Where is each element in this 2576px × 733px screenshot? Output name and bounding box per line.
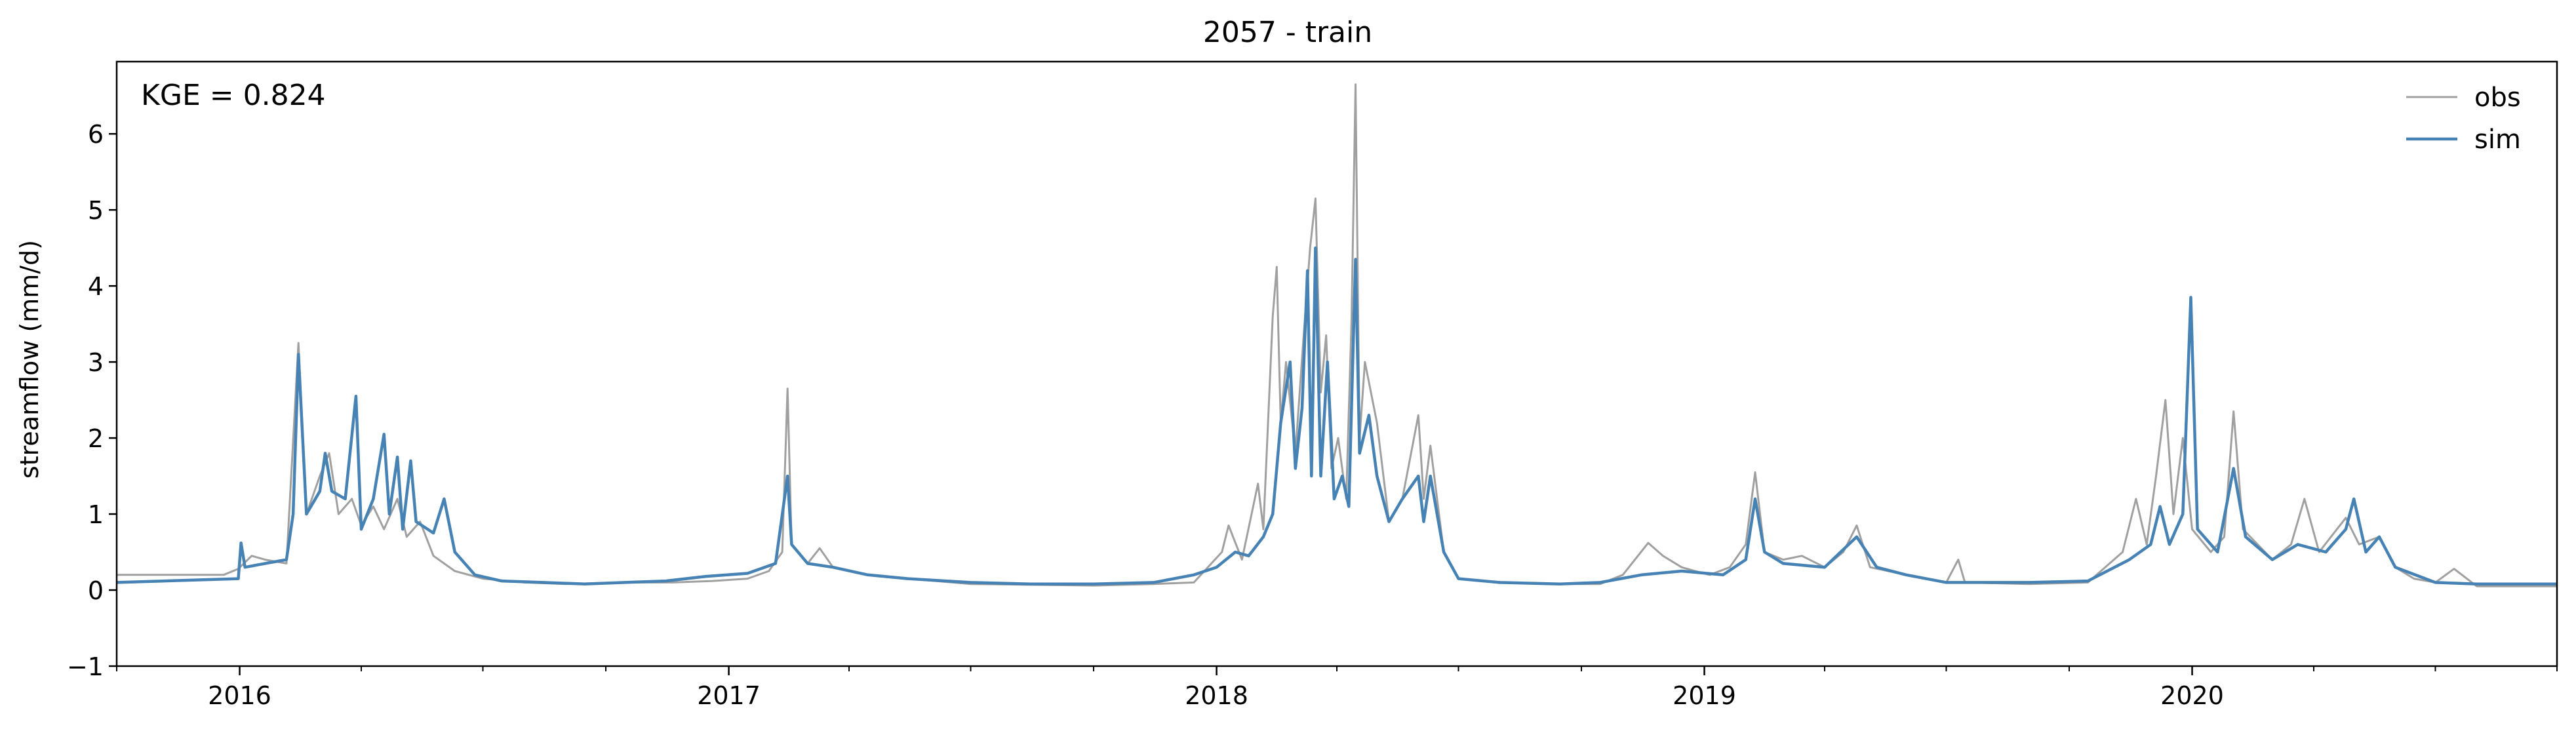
y-tick-label: −1 xyxy=(67,652,104,681)
y-tick-label: 6 xyxy=(88,120,104,149)
series-line-sim xyxy=(117,246,2557,585)
series-line-obs xyxy=(117,83,2557,587)
x-tick-label: 2018 xyxy=(1185,681,1248,710)
plot-area xyxy=(117,83,2557,587)
legend-label-sim: sim xyxy=(2474,125,2521,155)
x-tick-label: 2019 xyxy=(1673,681,1736,710)
plot-frame xyxy=(115,60,2558,667)
y-tick-label: 3 xyxy=(88,348,104,377)
x-tick-label: 2020 xyxy=(2160,681,2224,710)
kge-annotation: KGE = 0.824 xyxy=(141,79,326,112)
y-tick-label: 0 xyxy=(88,576,104,605)
x-tick-label: 2016 xyxy=(208,681,271,710)
x-tick-label: 2017 xyxy=(697,681,761,710)
y-tick-label: 2 xyxy=(88,424,104,453)
legend-label-obs: obs xyxy=(2474,83,2521,113)
legend: obs sim xyxy=(2406,83,2521,155)
y-tick-label: 5 xyxy=(88,196,104,225)
y-tick-label: 1 xyxy=(88,500,104,529)
series-layer xyxy=(117,83,2557,587)
y-axis-label: streamflow (mm/d) xyxy=(15,240,44,479)
axes: −1 0 1 2 3 4 5 6 2016 2017 2018 2019 2020 xyxy=(67,120,2558,710)
chart-title: 2057 - train xyxy=(1203,16,1372,49)
y-tick-label: 4 xyxy=(88,272,104,301)
